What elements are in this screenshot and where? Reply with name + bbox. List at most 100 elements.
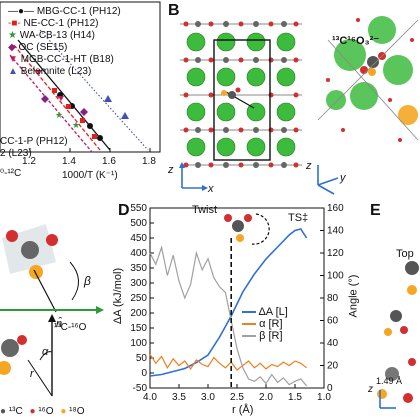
y-tick-label: 400 <box>130 248 147 259</box>
svg-text:★: ★ <box>55 110 63 120</box>
x-tick-label: 3.0 <box>201 392 215 403</box>
y2-tick-label: 20 <box>327 361 339 372</box>
legend-label: MGB-CC-1-HT (B18) <box>20 54 114 65</box>
ts-label: TS‡ <box>288 212 309 224</box>
legend-item: α [R] <box>242 318 288 330</box>
x-tick-label: 2.5 <box>230 392 244 403</box>
twist-molecule-icon <box>224 213 270 245</box>
series-line <box>149 228 308 377</box>
atom-label: ¹⁸O <box>69 406 85 417</box>
bottom-legend-2: 2 (L23) <box>0 148 32 159</box>
alpha-label: α <box>42 346 49 358</box>
y2-tick-label: 100 <box>327 271 344 282</box>
panel-b: B <box>168 0 420 198</box>
y-tick-label: 500 <box>130 218 147 229</box>
y-tick-label: 150 <box>130 323 147 334</box>
panel-c: β ¹³C-¹⁶O n̂ α r ● ¹³C ● ¹⁶O ● ¹⁸O <box>0 200 110 420</box>
panel-d: D 4.0 3.5 3.0 2.5 2.0 1.5 1.0 -50 0 50 100 150 200 25… <box>112 198 364 420</box>
x-tick-label: 2.0 <box>259 392 273 403</box>
legend-label: OC (SE15) <box>18 42 68 53</box>
r-label: r <box>30 368 34 380</box>
o16-icon: ● <box>29 406 36 417</box>
twist-label: Twist <box>192 204 218 216</box>
series-line <box>149 353 307 371</box>
axis-label-z2: z <box>306 160 312 172</box>
beta-label: β <box>84 274 91 288</box>
legend-item: ◆ OC (SE15) <box>8 42 68 53</box>
nhat-label: n̂ <box>56 318 63 330</box>
axis-label-z: z <box>168 164 174 176</box>
y-tick-label: 300 <box>130 278 147 289</box>
carbonate-label: ¹³C¹⁶O₃²⁻ <box>332 35 380 47</box>
c13-icon: ● <box>0 406 7 417</box>
molecule-schematic <box>0 224 104 397</box>
legend-item: ΔA [L] <box>242 306 288 318</box>
legend-label: ΔA [L] <box>258 306 288 318</box>
x-axis-label: 1000/T (K⁻¹) <box>62 170 118 181</box>
chart-legend: ΔA [L] α [R] β [R] <box>242 306 288 342</box>
y2-tick-label: 40 <box>327 338 339 349</box>
y-tick-label: 350 <box>130 263 147 274</box>
panel-a-legend: —●— MBG-CC-1 (PH12) -■- NE-CC-1 (PH12) ★… <box>8 6 121 78</box>
legend-label: Belemnite (L23) <box>20 66 92 77</box>
x-axis-label: r (Å) <box>232 404 254 416</box>
y-tick-label: 50 <box>136 353 148 364</box>
legend-label: β [R] <box>259 330 283 342</box>
top-label: Top <box>396 248 414 260</box>
y2-tick-label: 0 <box>327 383 333 394</box>
x-tick-label: 1.0 <box>317 392 331 403</box>
series-line <box>149 245 308 387</box>
legend-item: —●— MBG-CC-1 (PH12) <box>8 6 121 17</box>
x-tick-label: 4.0 <box>143 392 157 403</box>
legend-label: NE-CC-1 (PH12) <box>23 18 99 29</box>
legend-item: -■- NE-CC-1 (PH12) <box>8 18 99 29</box>
legend-item: ★ WA-CB-13 (H14) <box>8 30 95 41</box>
vector-label: ¹³C-¹⁶O <box>54 322 87 333</box>
y-tick-label: 200 <box>130 308 147 319</box>
y-axis-label-fragment: ⁰-¹²C <box>0 168 22 179</box>
y2-tick-label: 160 <box>327 203 344 214</box>
panel-e: E Top z 1.49 Å <box>366 198 420 420</box>
y2-tick-label: 80 <box>327 293 339 304</box>
atom-label: ¹⁶O <box>38 406 54 417</box>
x-tick-label: 1.6 <box>102 156 116 167</box>
atom-legend: ● ¹³C ● ¹⁶O ● ¹⁸O <box>0 406 85 417</box>
y-tick-label: 450 <box>130 233 147 244</box>
crystal-structure-view <box>179 16 419 195</box>
o18-icon: ● <box>60 406 67 417</box>
y-tick-label: 550 <box>130 203 147 214</box>
legend-label: α [R] <box>259 318 283 330</box>
free-energy-chart: 4.0 3.5 3.0 2.5 2.0 1.5 1.0-500501001502002503… <box>130 203 344 403</box>
y-tick-label: -50 <box>133 383 148 394</box>
x-tick-label: 1.2 <box>22 156 36 167</box>
y-axis-label-left: ΔA (kJ/mol) <box>112 267 125 325</box>
panel-a-plot: ★ ★ <box>0 1 161 153</box>
axis-label-z: z <box>368 384 373 395</box>
svg-text:★: ★ <box>72 120 80 130</box>
legend-item: ▲ Belemnite (L23) <box>8 66 92 77</box>
legend-item: β [R] <box>242 330 288 342</box>
distance-label: 1.49 Å <box>376 376 403 386</box>
axis-label-x: x <box>208 183 214 195</box>
x-tick-label: 1.5 <box>288 392 302 403</box>
x-tick-label: 3.5 <box>172 392 186 403</box>
y2-tick-label: 120 <box>327 248 344 259</box>
x-tick-label: 1.4 <box>62 156 76 167</box>
legend-item: ▼ MGB-CC-1-HT (B18) <box>8 54 114 65</box>
axis-label-y: y <box>340 172 346 184</box>
panel-letter-e: E <box>370 202 381 219</box>
x-tick-label: 1.8 <box>142 156 156 167</box>
panel-letter-b: B <box>168 2 180 19</box>
atom-label: ¹³C <box>8 406 23 417</box>
y2-tick-label: 140 <box>327 226 344 237</box>
y-tick-label: 0 <box>141 368 147 379</box>
legend-label: MBG-CC-1 (PH12) <box>36 6 121 17</box>
y2-tick-label: 60 <box>327 316 339 327</box>
panel-a: ★ ★ —●— MBG-CC-1 (PH12) -■- NE-CC-1 (PH1… <box>0 0 165 198</box>
panel-e-structure <box>377 261 419 409</box>
bottom-legend-1: CC-1-P (PH12) <box>0 136 68 147</box>
panel-letter-d: D <box>118 202 130 219</box>
legend-label: WA-CB-13 (H14) <box>19 30 95 41</box>
y-tick-label: 250 <box>130 293 147 304</box>
y-axis-label-right: Angle (°) <box>347 274 360 318</box>
